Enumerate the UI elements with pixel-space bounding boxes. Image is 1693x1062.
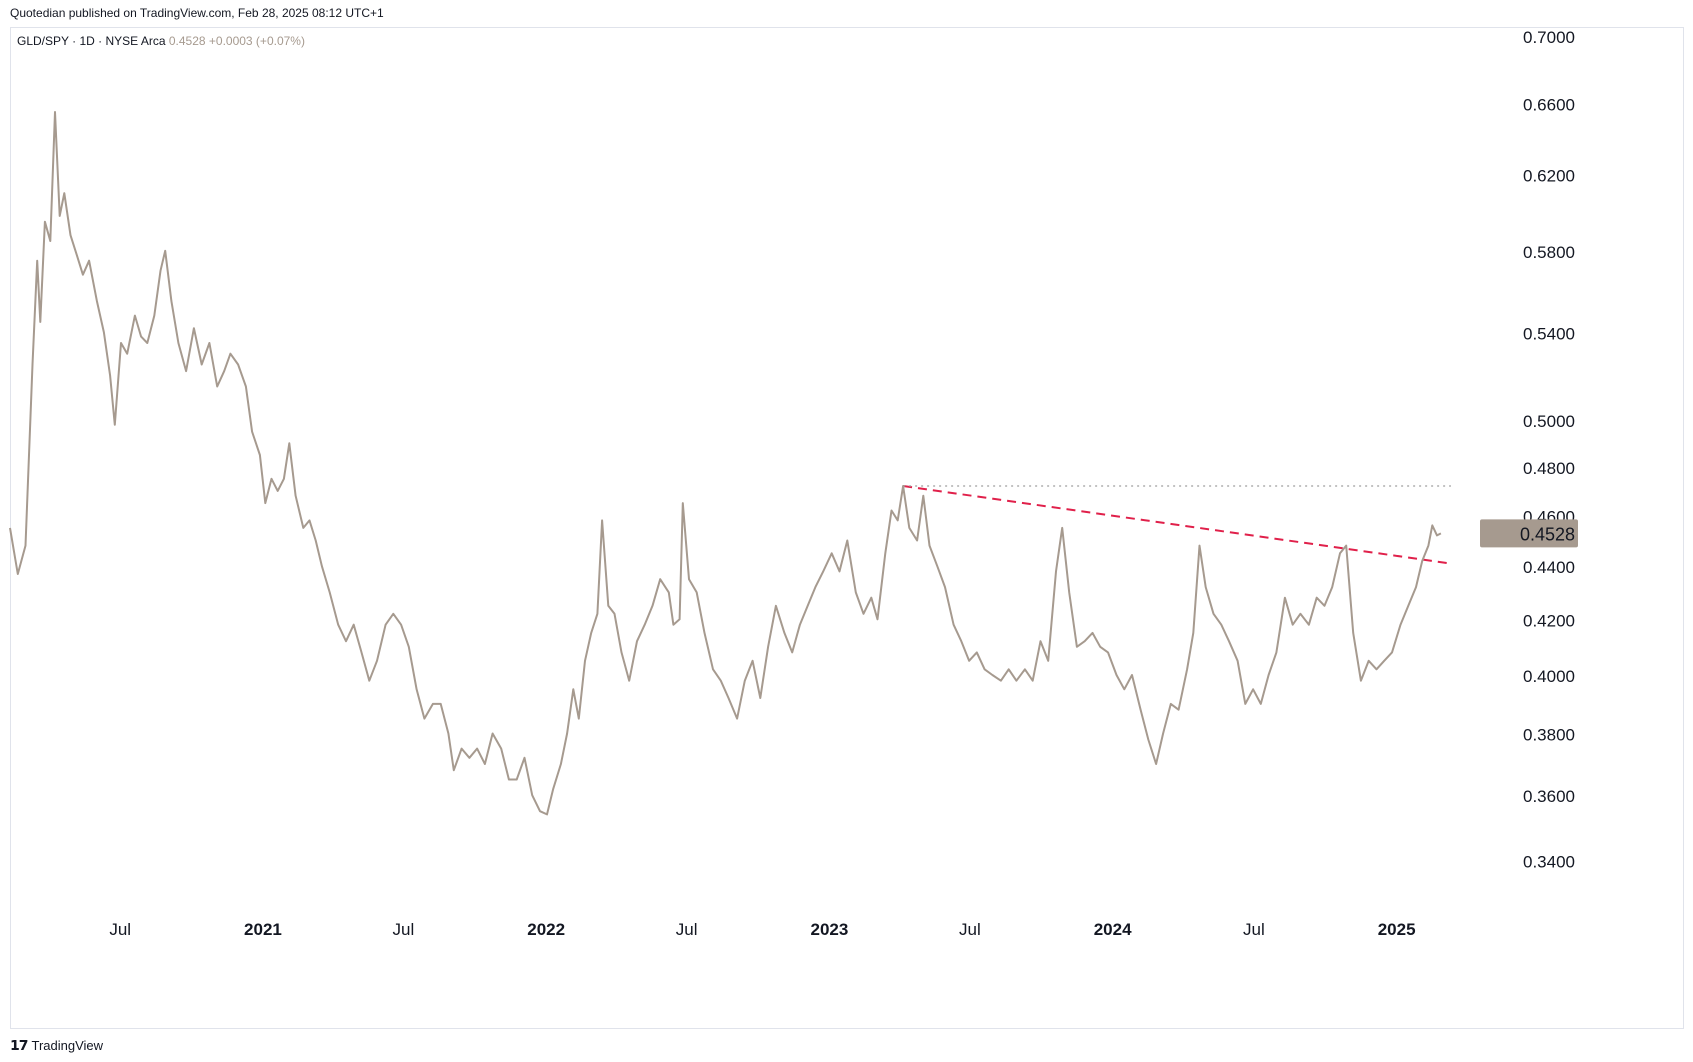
- x-tick-label: 2023: [810, 920, 848, 939]
- downward-trendline: [902, 485, 1452, 565]
- y-tick-label: 0.4000: [1523, 667, 1575, 686]
- y-tick-label: 0.4400: [1523, 558, 1575, 577]
- symbol-legend: GLD/SPY · 1D · NYSE Arca 0.4528 +0.0003 …: [17, 34, 305, 48]
- legend-symbol: GLD/SPY · 1D · NYSE Arca: [17, 34, 166, 48]
- x-tick-label: Jul: [109, 920, 131, 939]
- x-tick-label: Jul: [1243, 920, 1265, 939]
- x-tick-label: Jul: [959, 920, 981, 939]
- y-tick-label: 0.3400: [1523, 852, 1575, 871]
- plot-area: [9, 111, 1452, 816]
- y-tick-label: 0.5400: [1523, 324, 1575, 343]
- last-price-badge-bg: [1480, 519, 1578, 548]
- y-tick-label: 0.4200: [1523, 611, 1575, 630]
- y-tick-label: 0.6200: [1523, 167, 1575, 186]
- x-tick-label: 2025: [1378, 920, 1416, 939]
- last-price-badge: 0.4528: [1480, 519, 1578, 548]
- x-tick-label: 2024: [1094, 920, 1132, 939]
- legend-change: +0.0003 (+0.07%): [208, 34, 305, 48]
- y-tick-label: 0.3600: [1523, 787, 1575, 806]
- x-axis: Jul 2021 Jul 2022 Jul 2023 Jul 2024 Jul 2025: [109, 920, 1415, 939]
- published-caption: Quotedian published on TradingView.com, …: [10, 6, 384, 20]
- footer-brand[interactable]: 𝟭𝟳 TradingView: [10, 1037, 103, 1054]
- x-tick-label: 2022: [527, 920, 565, 939]
- y-tick-label: 0.7000: [1523, 28, 1575, 47]
- y-tick-label: 0.6600: [1523, 95, 1575, 114]
- y-axis: 0.7000 0.6600 0.6200 0.5800 0.5400 0.5000 0.48…: [1523, 28, 1575, 871]
- y-tick-label: 0.4800: [1523, 459, 1575, 478]
- y-tick-label: 0.5000: [1523, 412, 1575, 431]
- tradingview-logo-icon: 𝟭𝟳: [10, 1037, 29, 1053]
- footer-brand-label: TradingView: [31, 1038, 104, 1053]
- y-tick-label: 0.3800: [1523, 726, 1575, 745]
- x-tick-label: 2021: [244, 920, 282, 939]
- x-tick-label: Jul: [676, 920, 698, 939]
- last-price-badge-label: 0.4528: [1520, 524, 1575, 544]
- x-tick-label: Jul: [393, 920, 415, 939]
- legend-last-value: 0.4528: [168, 34, 206, 48]
- y-tick-label: 0.5800: [1523, 243, 1575, 262]
- series-line: [9, 111, 1442, 816]
